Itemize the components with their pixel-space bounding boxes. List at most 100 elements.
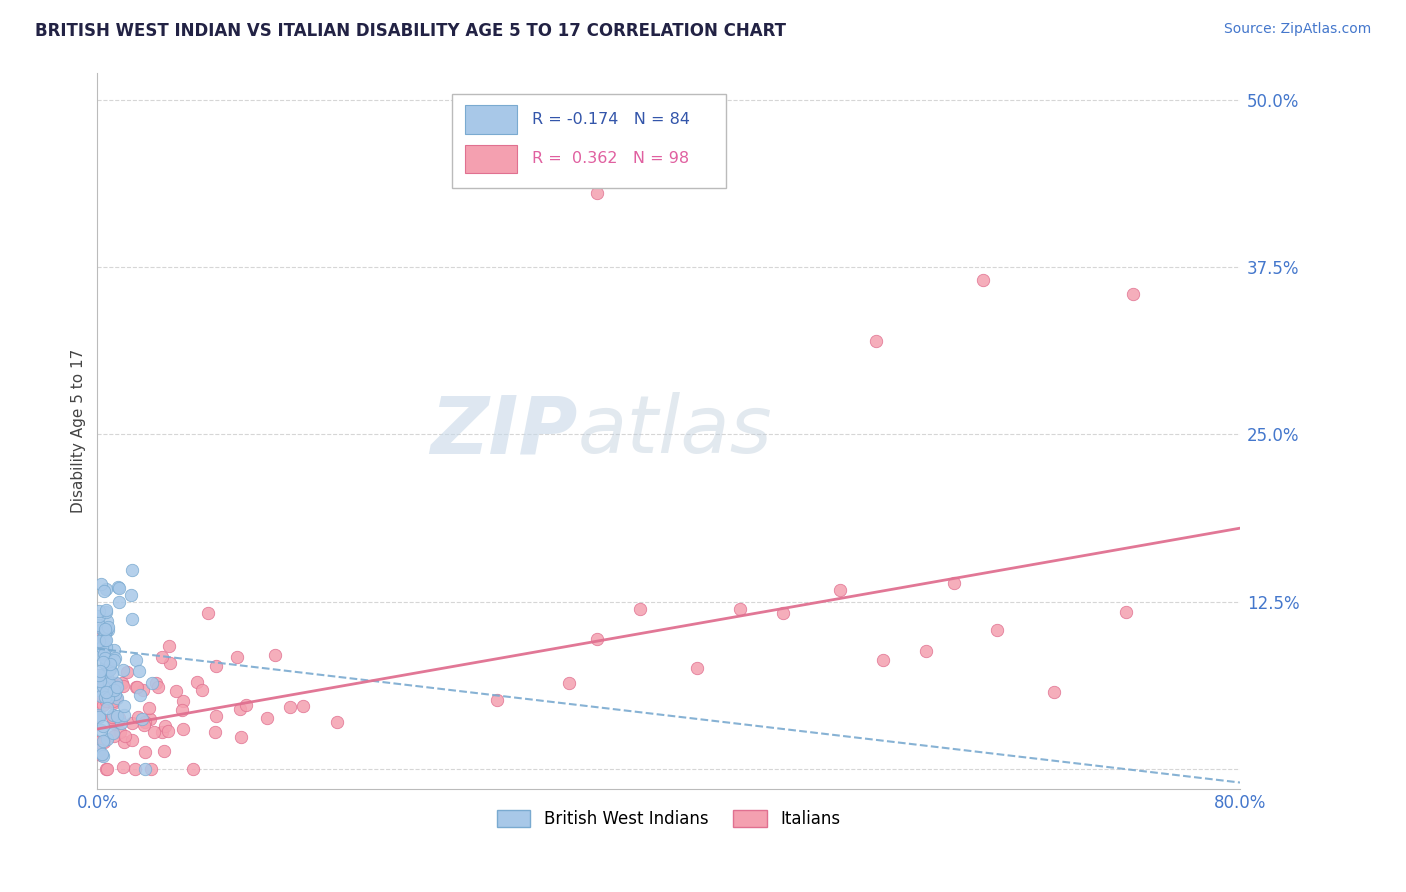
Point: [94, 690, 117, 705]
Point: [1043, 685, 1066, 699]
Point: [132, 717, 155, 731]
Point: [98, 675, 121, 690]
Point: [107, 581, 129, 595]
Point: [264, 648, 287, 662]
Point: [89, 710, 111, 724]
Point: [87, 634, 110, 648]
Point: [104, 691, 127, 706]
Point: [197, 606, 219, 620]
Point: [159, 656, 181, 670]
Point: [107, 580, 129, 594]
Point: [131, 712, 153, 726]
Point: [101, 707, 124, 722]
Point: [172, 693, 194, 707]
Point: [557, 675, 579, 690]
Point: [96, 633, 118, 648]
Point: [103, 683, 125, 698]
Point: [986, 624, 1008, 638]
Point: [97, 691, 120, 706]
Point: [93, 734, 115, 748]
Point: [114, 729, 136, 743]
Point: [157, 723, 180, 738]
Point: [87, 618, 110, 632]
Point: [96, 688, 118, 702]
Point: [103, 653, 125, 667]
Point: [100, 662, 122, 676]
Point: [104, 650, 127, 665]
Point: [865, 334, 887, 348]
Point: [90, 576, 112, 591]
Point: [103, 729, 125, 743]
Point: [108, 724, 131, 739]
Point: [112, 698, 135, 713]
Point: [127, 710, 149, 724]
Point: [165, 683, 187, 698]
Point: [87, 743, 110, 757]
Point: [235, 698, 257, 713]
Point: [121, 563, 143, 577]
Point: [139, 712, 162, 726]
Point: [226, 649, 249, 664]
Point: [120, 588, 142, 602]
Point: [152, 649, 174, 664]
Y-axis label: Disability Age 5 to 17: Disability Age 5 to 17: [72, 349, 86, 513]
Point: [91, 679, 114, 693]
Point: [90, 695, 112, 709]
Point: [111, 679, 134, 693]
Point: [115, 665, 138, 679]
Point: [94, 624, 117, 639]
Point: [87, 670, 110, 684]
Text: R =  0.362   N = 98: R = 0.362 N = 98: [531, 152, 689, 167]
Point: [103, 716, 125, 731]
Point: [101, 676, 124, 690]
Point: [112, 708, 135, 723]
Point: [96, 640, 118, 654]
Point: [89, 673, 111, 688]
Point: [94, 651, 117, 665]
Point: [145, 676, 167, 690]
Point: [91, 640, 114, 654]
Text: BRITISH WEST INDIAN VS ITALIAN DISABILITY AGE 5 TO 17 CORRELATION CHART: BRITISH WEST INDIAN VS ITALIAN DISABILIT…: [35, 22, 786, 40]
Point: [830, 582, 852, 597]
Point: [152, 724, 174, 739]
Point: [628, 601, 651, 615]
Point: [87, 682, 110, 697]
Point: [90, 689, 112, 703]
Point: [96, 614, 118, 628]
Point: [94, 762, 117, 776]
Point: [91, 749, 114, 764]
Point: [97, 620, 120, 634]
Point: [90, 634, 112, 648]
Point: [103, 696, 125, 710]
Point: [87, 604, 110, 618]
Point: [91, 698, 114, 712]
Point: [103, 679, 125, 693]
Point: [98, 663, 121, 677]
Point: [94, 582, 117, 596]
Point: [157, 640, 180, 654]
Point: [204, 658, 226, 673]
Point: [96, 762, 118, 776]
Point: [101, 681, 124, 695]
Point: [94, 622, 117, 636]
Text: atlas: atlas: [578, 392, 772, 470]
Point: [90, 723, 112, 737]
Text: ZIP: ZIP: [430, 392, 578, 470]
Point: [91, 671, 114, 685]
Point: [93, 628, 115, 642]
Point: [112, 735, 135, 749]
Point: [728, 602, 751, 616]
Point: [972, 273, 994, 287]
Point: [89, 708, 111, 723]
Point: [87, 707, 110, 722]
Point: [101, 726, 124, 740]
Point: [943, 575, 966, 590]
Point: [94, 602, 117, 616]
Point: [93, 584, 115, 599]
Point: [152, 743, 174, 757]
Point: [96, 732, 118, 747]
Point: [105, 680, 128, 694]
Point: [97, 677, 120, 691]
Point: [100, 666, 122, 681]
Point: [96, 701, 118, 715]
